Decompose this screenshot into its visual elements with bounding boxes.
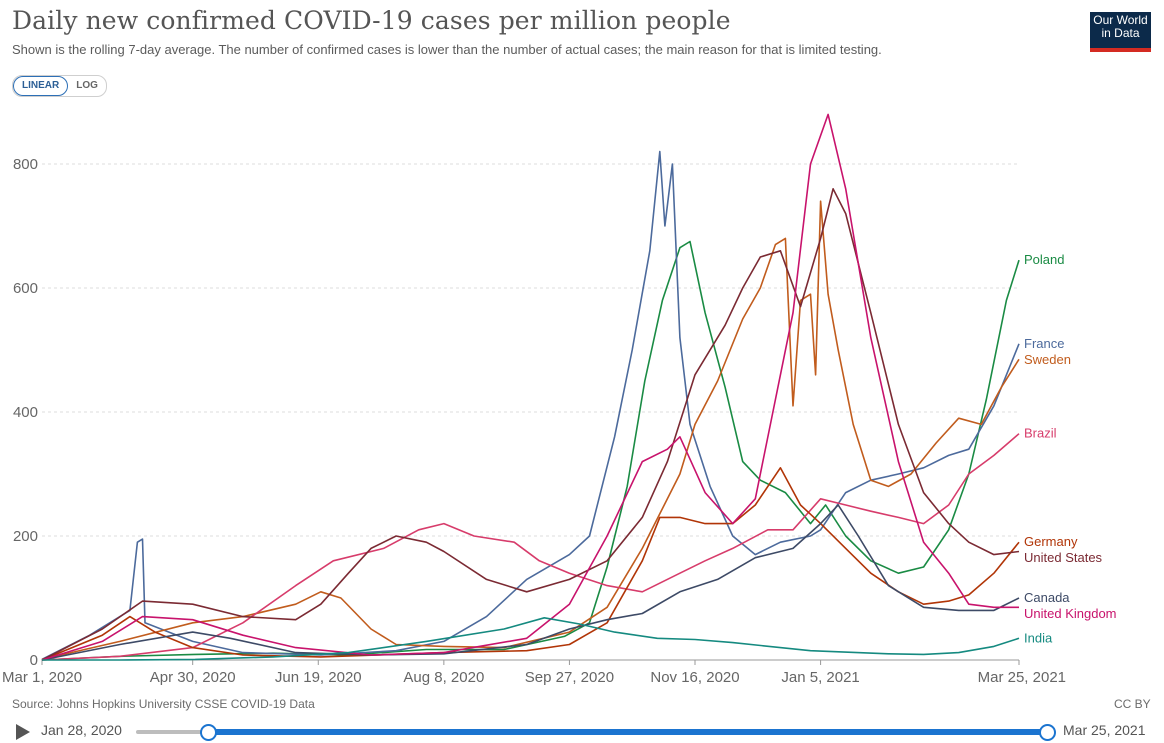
y-tick-label: 800 xyxy=(13,156,38,173)
play-icon[interactable] xyxy=(16,724,30,740)
x-tick-label: Mar 1, 2020 xyxy=(2,669,82,686)
x-tick-label: Sep 27, 2020 xyxy=(525,669,614,686)
y-tick-label: 200 xyxy=(13,528,38,545)
timeline-end-handle[interactable] xyxy=(1039,724,1056,741)
series-lines xyxy=(41,113,1020,661)
timeline-start-handle[interactable] xyxy=(200,724,217,741)
timeline-selected-range xyxy=(208,729,1047,735)
series-line-united-states xyxy=(41,188,1020,661)
x-tick-label: Jun 19, 2020 xyxy=(275,669,362,686)
series-line-germany xyxy=(41,467,1020,661)
scale-toggle: LINEAR LOG xyxy=(12,75,107,97)
chart-title: Daily new confirmed COVID-19 cases per m… xyxy=(12,6,731,35)
source-note: Source: Johns Hopkins University CSSE CO… xyxy=(12,697,315,711)
chart-subtitle: Shown is the rolling 7-day average. The … xyxy=(12,42,882,57)
series-line-brazil xyxy=(41,433,1020,661)
series-line-india xyxy=(42,617,1020,661)
series-label-brazil: Brazil xyxy=(1024,426,1057,441)
series-label-india: India xyxy=(1024,630,1053,645)
series-label-united-kingdom: United Kingdom xyxy=(1024,606,1117,621)
timeline-end-label: Mar 25, 2021 xyxy=(1063,722,1146,738)
chart-grid xyxy=(42,163,1019,661)
license-link[interactable]: CC BY xyxy=(1114,697,1151,711)
series-line-united-kingdom xyxy=(41,113,1019,661)
y-tick-label: 400 xyxy=(13,404,38,421)
series-label-sweden: Sweden xyxy=(1024,352,1071,367)
series-label-poland: Poland xyxy=(1024,252,1064,267)
owid-logo[interactable]: Our World in Data xyxy=(1090,12,1151,52)
x-tick-label: Aug 8, 2020 xyxy=(403,669,484,686)
series-line-sweden xyxy=(41,200,1020,661)
log-scale-button[interactable]: LOG xyxy=(76,80,98,91)
logo-line-1: Our World xyxy=(1093,13,1148,27)
line-chart: 0 200 400 600 800 Mar 1, 2020 Apr 30, 2020 Jun… xyxy=(2,113,1117,686)
linear-scale-button[interactable]: LINEAR xyxy=(13,76,69,96)
x-tick-label: Apr 30, 2020 xyxy=(150,669,236,686)
y-tick-label: 600 xyxy=(13,280,38,297)
series-line-canada xyxy=(41,504,1020,661)
logo-line-2: in Data xyxy=(1101,26,1140,40)
timeline-slider: Jan 28, 2020 Mar 25, 2021 xyxy=(0,718,1164,743)
y-axis-ticks: 0 200 400 600 800 xyxy=(13,156,38,669)
x-tick-label: Nov 16, 2020 xyxy=(650,669,739,686)
series-line-poland xyxy=(41,240,1020,661)
series-line-france xyxy=(41,150,1020,661)
series-label-united-states: United States xyxy=(1024,550,1103,565)
x-tick-label: Mar 25, 2021 xyxy=(978,669,1066,686)
series-label-france: France xyxy=(1024,336,1064,351)
y-tick-label: 0 xyxy=(30,652,38,669)
x-tick-label: Jan 5, 2021 xyxy=(781,669,859,686)
timeline-start-label: Jan 28, 2020 xyxy=(41,722,122,738)
x-axis-ticks: Mar 1, 2020 Apr 30, 2020 Jun 19, 2020 Aug 8… xyxy=(2,660,1066,686)
series-label-canada: Canada xyxy=(1024,590,1070,605)
series-label-germany: Germany xyxy=(1024,534,1078,549)
